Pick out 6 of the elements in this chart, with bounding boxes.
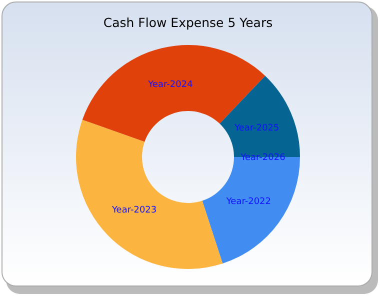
donut-slice bbox=[76, 120, 223, 269]
slice-label: Year-2023 bbox=[110, 206, 157, 216]
slice-label: Year-2025 bbox=[234, 124, 280, 134]
slice-label: Year-2024 bbox=[147, 80, 194, 90]
slice-label: Year-2022 bbox=[225, 197, 271, 208]
chart-title: Cash Flow Expense 5 Years bbox=[103, 15, 273, 30]
